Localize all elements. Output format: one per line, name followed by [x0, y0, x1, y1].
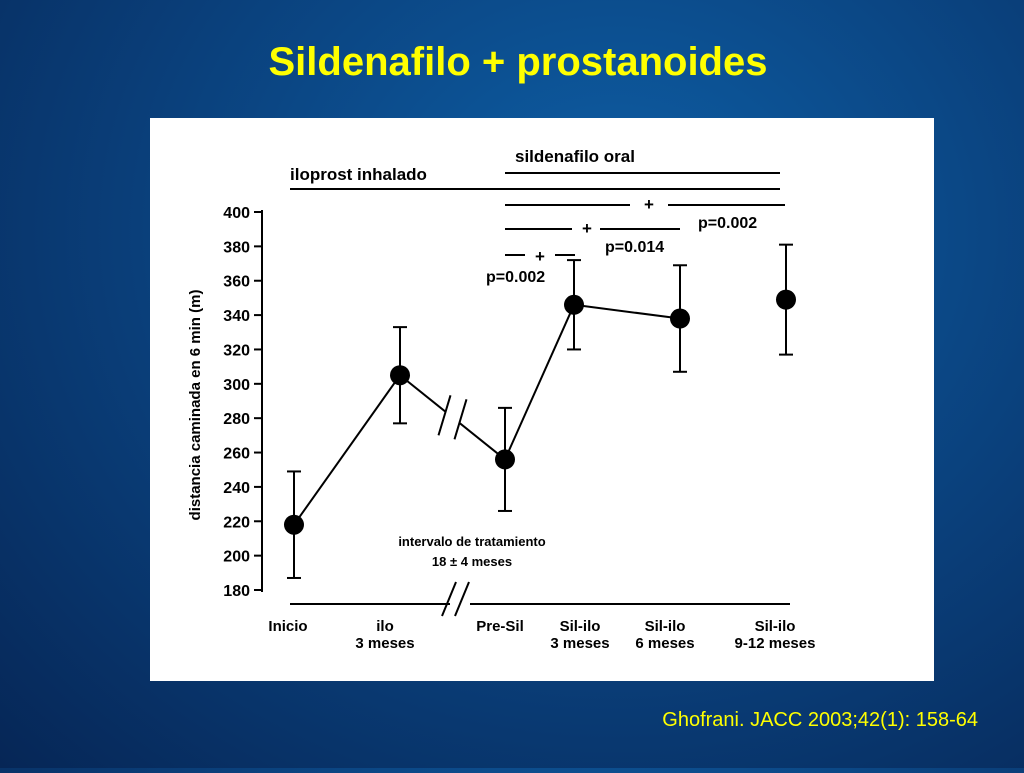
y-tick-label: 240 — [223, 480, 250, 497]
x-tick-label: Sil-ilo — [645, 618, 686, 635]
point — [564, 294, 584, 315]
x-tick-label: Sil-ilo — [560, 618, 601, 635]
line-break — [453, 399, 468, 440]
y-tick-label: 220 — [223, 514, 250, 531]
y-tick-label: 280 — [223, 411, 250, 428]
annotation: + — [582, 219, 592, 238]
connector — [573, 303, 681, 320]
point — [670, 308, 690, 329]
line-break — [437, 395, 452, 436]
annotation: p=0.014 — [605, 239, 664, 256]
y-tick-label: 400 — [223, 205, 250, 222]
y-tick-label: 260 — [223, 446, 250, 463]
x-tick-label: Pre-Sil — [476, 618, 524, 635]
y-tick-label: 300 — [223, 377, 250, 394]
axis-break — [441, 581, 457, 617]
x-tick-label: Inicio — [268, 618, 307, 635]
line-break-gap — [442, 408, 463, 426]
x-tick-label: 6 meses — [635, 635, 694, 652]
y-tick-label: 340 — [223, 308, 250, 325]
axis-break — [454, 581, 470, 617]
annotation: intervalo de tratamiento — [398, 534, 545, 549]
x-tick-label: 3 meses — [355, 635, 414, 652]
x-tick-label: 3 meses — [550, 635, 609, 652]
annotation: + — [644, 195, 654, 214]
annotation: p=0.002 — [698, 215, 757, 232]
x-tick-label: Sil-ilo — [755, 618, 796, 635]
y-tick-label: 320 — [223, 342, 250, 359]
point — [390, 365, 410, 386]
chart-panel — [150, 118, 934, 681]
annotation: p=0.002 — [486, 269, 545, 286]
connector — [293, 374, 401, 526]
point — [495, 449, 515, 470]
annotation: + — [535, 247, 545, 266]
x-tick-label: ilo — [376, 618, 394, 635]
citation: Ghofrani. JACC 2003;42(1): 158-64 — [662, 709, 978, 731]
y-tick-label: 380 — [223, 239, 250, 256]
y-tick-label: 360 — [223, 274, 250, 291]
y-axis-label: distancia caminada en 6 min (m) — [187, 290, 204, 521]
connector — [504, 304, 575, 460]
annotation: iloprost inhalado — [290, 165, 427, 184]
annotation: 18 ± 4 meses — [432, 554, 512, 569]
slide-title: Sildenafilo + prostanoides — [269, 40, 768, 84]
point — [284, 514, 304, 535]
x-tick-label: 9-12 meses — [735, 635, 816, 652]
y-tick-label: 180 — [223, 583, 250, 600]
annotation: sildenafilo oral — [515, 147, 635, 166]
y-tick-label: 200 — [223, 549, 250, 566]
point — [776, 289, 796, 310]
